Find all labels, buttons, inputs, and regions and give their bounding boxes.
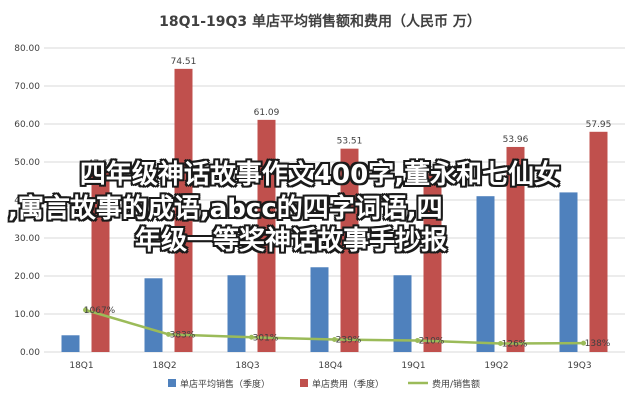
y-tick-label: 10.00: [14, 310, 40, 320]
bar-data-label: 47.63: [88, 159, 114, 169]
overlay-text-line-3: 年级一等奖神话故事手抄报: [135, 226, 448, 256]
ratio-point: [249, 334, 254, 340]
ratio-point: [332, 336, 337, 342]
overlay-text-line-2: ,寓言故事的成语,abcc的四字词语,四: [8, 194, 443, 224]
chart-title: 18Q1-19Q3 单店平均销售额和费用（人民币 万）: [159, 13, 481, 30]
y-tick-label: 70.00: [14, 82, 40, 92]
ratio-data-label: 138%: [585, 339, 611, 349]
bar-sales: [559, 192, 578, 352]
x-tick-label: 18Q2: [152, 361, 176, 371]
bar-data-label: 53.51: [337, 137, 363, 147]
x-tick-label: 18Q3: [235, 361, 259, 371]
bar-data-label: 61.09: [254, 108, 280, 118]
bar-sales: [61, 335, 80, 352]
overlay-text-line-1: 四年级神话故事作文400字,董永和七仙女: [79, 160, 561, 190]
legend-swatch: [168, 379, 176, 387]
legend-swatch: [300, 379, 308, 387]
legend-label: 单店平均销售（季度）: [180, 378, 270, 390]
bar-cost: [91, 171, 110, 352]
y-tick-label: 60.00: [14, 120, 40, 130]
bar-sales: [227, 275, 246, 352]
legend-label: 费用/销售额: [432, 378, 480, 390]
legend-label: 单店费用（季度）: [312, 378, 384, 390]
ratio-point: [498, 341, 503, 347]
bar-cost: [423, 173, 442, 352]
y-tick-label: 0.00: [20, 348, 40, 358]
bar-data-label: 57.95: [586, 120, 612, 130]
y-tick-label: 20.00: [14, 272, 40, 282]
x-tick-label: 18Q4: [318, 361, 343, 371]
bar-data-label: 74.51: [171, 57, 197, 67]
bar-sales: [310, 267, 329, 352]
bar-sales: [144, 278, 163, 352]
bar-cost: [340, 148, 359, 352]
y-tick-label: 40.00: [14, 196, 40, 206]
ratio-data-label: 1067%: [84, 306, 116, 316]
bar-cost: [506, 146, 525, 352]
x-tick-label: 19Q3: [567, 361, 591, 371]
x-tick-label: 18Q1: [69, 361, 93, 371]
ratio-point: [83, 307, 88, 313]
y-tick-label: 50.00: [14, 158, 40, 168]
bar-cost: [589, 131, 608, 352]
bar-cost: [174, 68, 193, 352]
x-tick-label: 19Q2: [484, 361, 508, 371]
ratio-data-label: 126%: [502, 340, 528, 350]
ratio-data-label: 383%: [170, 330, 196, 340]
bar-data-label: 47: [427, 161, 438, 171]
x-tick-label: 19Q1: [401, 361, 425, 371]
bar-sales: [476, 196, 495, 352]
ratio-point: [415, 338, 420, 344]
ratio-data-label: 301%: [253, 333, 279, 343]
y-tick-label: 30.00: [14, 234, 40, 244]
bar-data-label: 53.96: [503, 135, 529, 145]
bar-cost: [257, 119, 276, 352]
bar-sales: [393, 275, 412, 352]
y-tick-label: 80.00: [14, 44, 40, 54]
ratio-point: [581, 340, 586, 346]
ratio-data-label: 239%: [336, 335, 362, 345]
ratio-data-label: 210%: [419, 337, 445, 347]
ratio-point: [166, 331, 171, 337]
